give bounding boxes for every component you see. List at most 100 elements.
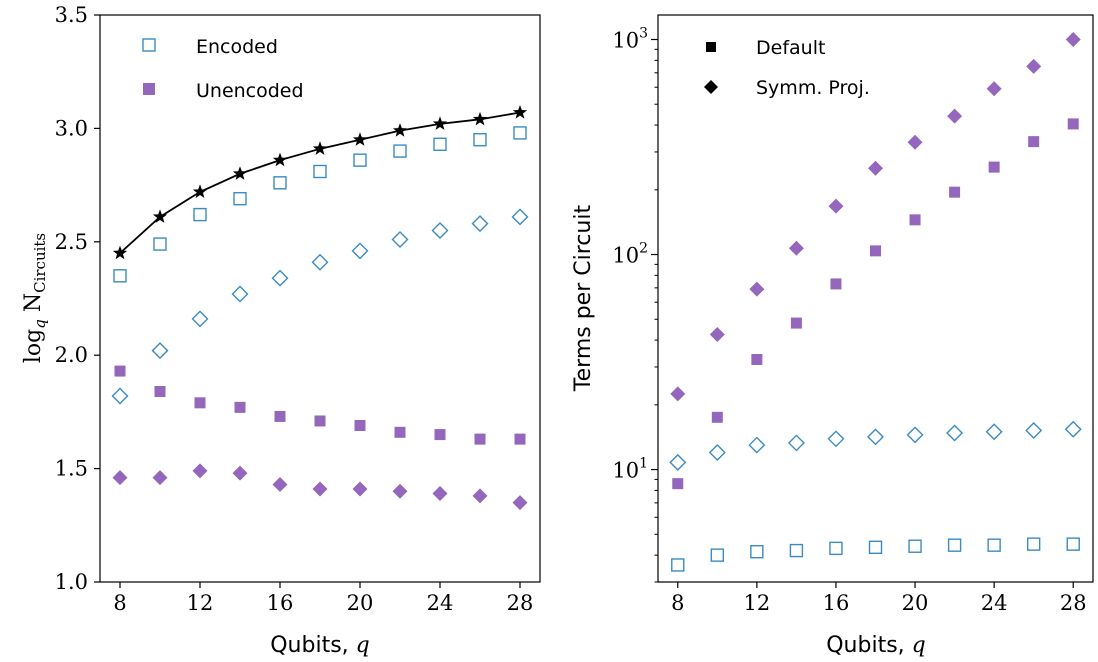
data-point (512, 105, 528, 119)
data-point (906, 426, 924, 444)
data-point (353, 153, 367, 167)
data-point (114, 365, 126, 377)
data-point (192, 184, 208, 198)
data-point (193, 207, 207, 222)
data-point (946, 424, 964, 442)
data-point (789, 543, 804, 558)
right-y-axis-label: Terms per Circuit (571, 205, 596, 393)
data-point (472, 111, 488, 126)
y-tick-label: 103 (612, 26, 648, 53)
data-point (273, 176, 287, 190)
data-point (393, 144, 407, 158)
data-point (152, 209, 168, 223)
data-point (828, 198, 844, 214)
data-point (272, 476, 288, 492)
data-point (868, 160, 883, 176)
legend-symm-proj-label: Symm. Proj. (756, 77, 870, 99)
data-point (1025, 421, 1043, 439)
data-point (867, 428, 884, 446)
data-point (1067, 118, 1079, 130)
data-point (988, 161, 1000, 173)
data-point (790, 317, 802, 329)
data-point (432, 486, 448, 502)
legend-default-label: Default (756, 37, 825, 59)
data-point (1026, 58, 1042, 74)
data-point (987, 538, 1001, 552)
data-point (1066, 537, 1080, 551)
data-point (431, 221, 449, 239)
legend-default-marker (706, 42, 716, 52)
right-panel: 8 12 16 20 24 28 101 102 103 Default Symm. Proj… (571, 14, 1094, 658)
data-point (870, 245, 881, 257)
x-tick-label: 28 (1060, 591, 1087, 615)
left-y-axis-label: logq NCircuits (21, 233, 49, 363)
data-point (392, 483, 408, 499)
right-data-marks (669, 32, 1082, 572)
x-tick-label: 20 (347, 591, 374, 615)
legend-unencoded-marker (143, 83, 155, 95)
data-point (787, 434, 805, 452)
data-point (312, 141, 328, 155)
data-point (313, 164, 327, 179)
data-point (986, 81, 1002, 97)
data-point (749, 281, 765, 297)
data-point (473, 133, 487, 147)
data-point (672, 478, 684, 490)
data-point (311, 253, 329, 271)
data-point (194, 397, 206, 409)
left-x-axis-label: Qubits, q (270, 633, 370, 658)
y-tick-label: 3.5 (55, 3, 88, 27)
data-point (231, 285, 249, 303)
left-y-axis: 1.0 1.5 2.0 2.5 3.0 3.5 (55, 3, 100, 594)
data-point (985, 423, 1003, 441)
data-point (868, 540, 883, 555)
y-tick-label: 1.0 (55, 570, 88, 594)
legend-encoded-label: Encoded (196, 36, 278, 58)
data-point (392, 123, 408, 137)
data-point (312, 481, 328, 497)
data-point (112, 245, 128, 260)
data-point (908, 539, 922, 553)
data-point (909, 214, 921, 226)
data-point (233, 192, 247, 206)
data-point (827, 430, 845, 448)
right-plot-frame (657, 14, 1094, 583)
data-point (830, 278, 842, 290)
data-point (511, 208, 529, 226)
data-point (274, 410, 286, 422)
data-point (234, 401, 246, 413)
data-point (788, 240, 804, 256)
x-tick-label: 20 (902, 591, 929, 615)
data-point (434, 429, 446, 441)
legend-encoded-marker (142, 38, 156, 52)
data-point (1026, 537, 1041, 551)
left-legend: Encoded Unencoded (142, 36, 304, 102)
series-line (119, 111, 521, 254)
data-point (751, 353, 763, 365)
x-tick-label: 24 (981, 591, 1008, 615)
data-point (271, 269, 289, 287)
data-point (748, 436, 766, 454)
data-point (1028, 136, 1040, 148)
data-point (152, 470, 168, 486)
y-tick-label: 102 (612, 241, 648, 268)
right-y-axis: 101 102 103 (612, 26, 658, 583)
data-point (512, 495, 528, 511)
data-point (472, 488, 488, 504)
y-tick-label: 3.0 (55, 116, 88, 140)
legend-unencoded-label: Unencoded (196, 80, 304, 102)
data-point (1065, 32, 1081, 48)
x-tick-label: 12 (743, 591, 770, 615)
x-tick-label: 16 (823, 591, 850, 615)
data-point (354, 420, 366, 432)
data-point (232, 166, 248, 180)
data-point (750, 544, 764, 559)
data-point (671, 558, 685, 572)
data-point (191, 310, 209, 328)
data-point (711, 411, 723, 423)
left-x-axis: 8 12 16 20 24 28 (113, 582, 533, 615)
data-point (352, 132, 368, 146)
right-x-axis-label: Qubits, q (826, 633, 926, 658)
data-point (232, 465, 248, 481)
